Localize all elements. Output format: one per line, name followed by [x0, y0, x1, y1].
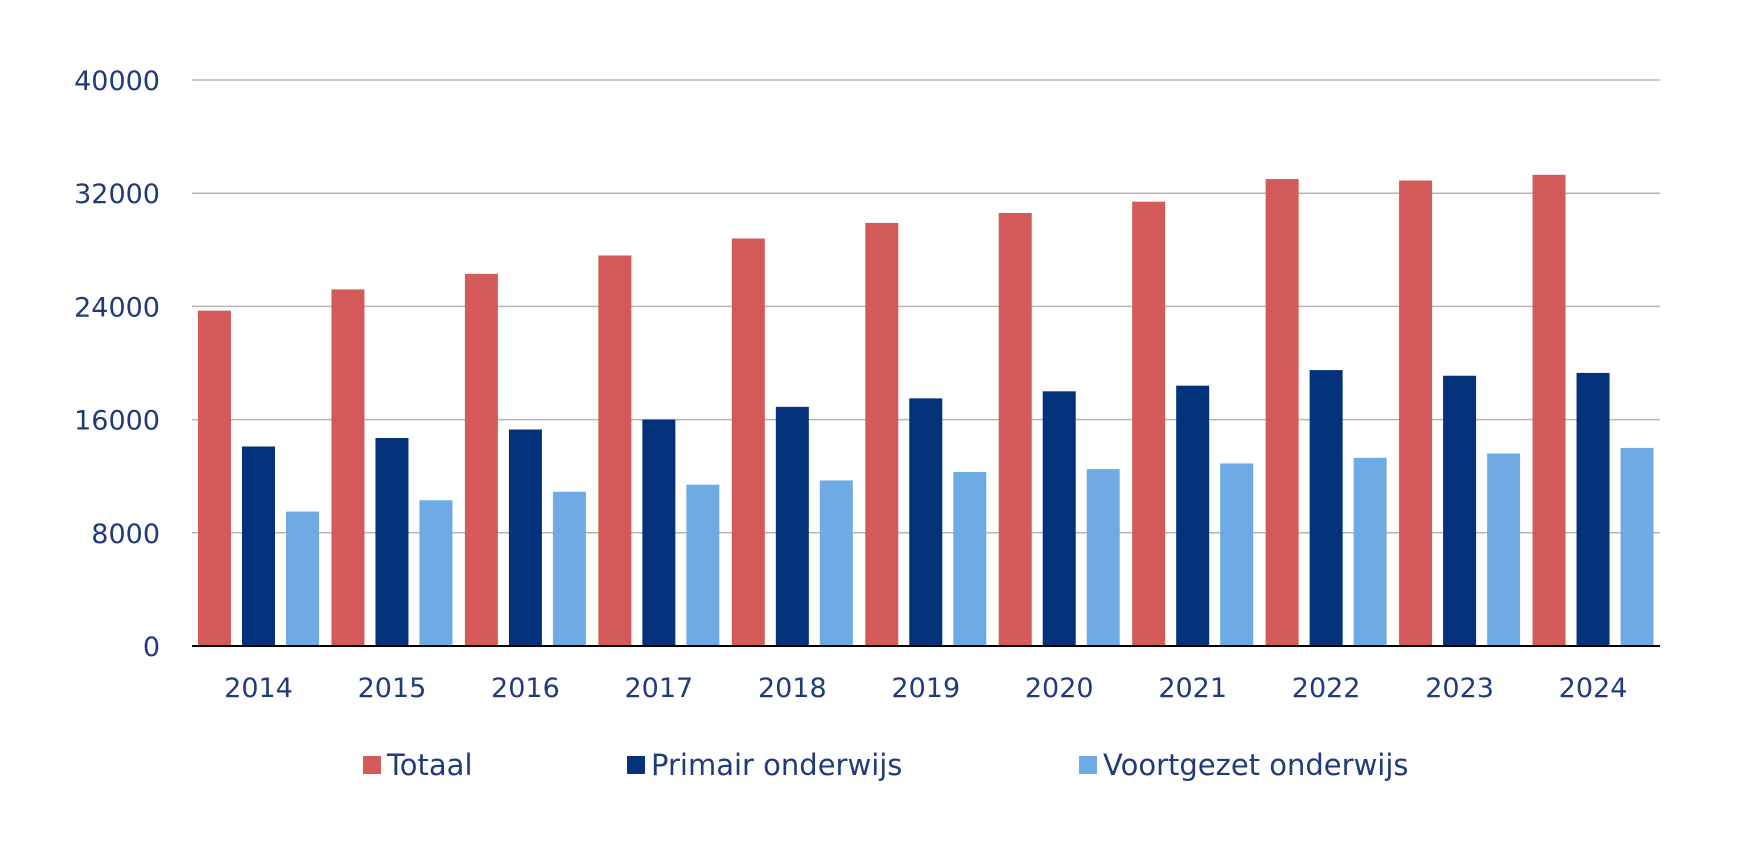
bar-primair-onderwijs: [375, 437, 409, 646]
legend-label: Primair onderwijs: [651, 748, 902, 782]
legend-swatch: [627, 756, 645, 774]
bar-voortgezet-onderwijs: [1220, 463, 1254, 646]
bar-totaal: [731, 238, 765, 647]
bar-totaal: [464, 273, 498, 646]
y-tick-label: 40000: [74, 66, 160, 97]
bar-primair-onderwijs: [1576, 372, 1610, 646]
bar-primair-onderwijs: [775, 406, 809, 646]
legend: Totaal Primair onderwijs Voortgezet onderw…: [363, 748, 1409, 782]
bar-primair-onderwijs: [1443, 375, 1477, 646]
bar-primair-onderwijs: [242, 446, 275, 646]
x-tick-label: 2024: [1559, 673, 1628, 704]
bar-primair-onderwijs: [1176, 385, 1210, 646]
bar-totaal: [598, 255, 632, 646]
bar-voortgezet-onderwijs: [819, 480, 853, 646]
y-axis-tick-labels: 0 8000 16000 24000 32000 40000: [74, 66, 160, 663]
y-tick-label: 0: [143, 632, 160, 663]
bar-totaal: [865, 222, 899, 647]
x-tick-label: 2014: [224, 673, 293, 704]
x-tick-label: 2018: [758, 673, 827, 704]
legend-swatch: [1079, 756, 1097, 774]
bar-primair-onderwijs: [642, 419, 676, 646]
bar-primair-onderwijs: [1309, 370, 1343, 646]
x-tick-label: 2021: [1158, 673, 1227, 704]
legend-label: Totaal: [386, 748, 473, 782]
y-tick-label: 8000: [91, 519, 160, 550]
bar-totaal: [331, 289, 365, 646]
bar-voortgezet-onderwijs: [953, 471, 987, 646]
bar-voortgezet-onderwijs: [552, 491, 586, 646]
bar-voortgezet-onderwijs: [419, 500, 453, 646]
bar-voortgezet-onderwijs: [286, 511, 319, 646]
legend-swatch: [363, 756, 381, 774]
bar-primair-onderwijs: [508, 429, 542, 646]
bar-voortgezet-onderwijs: [1353, 457, 1387, 646]
x-tick-label: 2017: [625, 673, 694, 704]
bars: [198, 174, 1654, 647]
x-tick-label: 2015: [358, 673, 427, 704]
bar-totaal: [1532, 174, 1566, 646]
bar-primair-onderwijs: [1042, 391, 1076, 646]
bar-totaal: [198, 310, 231, 646]
y-tick-label: 24000: [74, 292, 160, 323]
bar-totaal: [1265, 179, 1299, 647]
bar-voortgezet-onderwijs: [1487, 453, 1521, 646]
x-tick-label: 2023: [1425, 673, 1494, 704]
legend-label: Voortgezet onderwijs: [1103, 748, 1409, 782]
x-tick-label: 2016: [491, 673, 560, 704]
bar-totaal: [998, 213, 1032, 646]
y-tick-label: 16000: [74, 406, 160, 437]
bar-voortgezet-onderwijs: [686, 484, 720, 646]
bar-primair-onderwijs: [909, 398, 943, 646]
x-tick-label: 2019: [891, 673, 960, 704]
bar-voortgezet-onderwijs: [1086, 469, 1120, 646]
x-axis-tick-labels: 2014 2015 2016 2017 2018 2019 2020 2021 2022 2023…: [224, 673, 1627, 704]
bar-voortgezet-onderwijs: [1620, 447, 1654, 646]
x-tick-label: 2020: [1025, 673, 1094, 704]
bar-totaal: [1399, 180, 1433, 646]
y-tick-label: 32000: [74, 179, 160, 210]
bar-totaal: [1132, 201, 1166, 646]
x-tick-label: 2022: [1292, 673, 1361, 704]
